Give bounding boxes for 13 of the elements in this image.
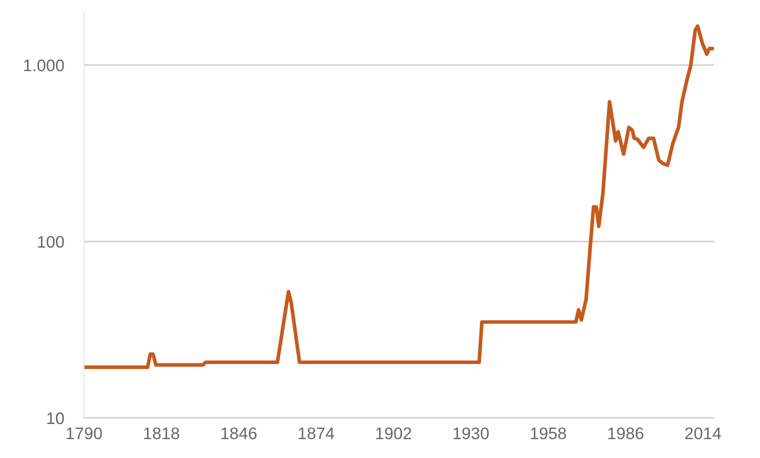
x-tick-label: 1958 — [530, 427, 566, 440]
x-tick-label: 1874 — [298, 427, 334, 440]
x-tick-label: 1902 — [376, 427, 412, 440]
x-tick-label: 2014 — [685, 427, 721, 440]
y-tick-label: 10 — [47, 412, 64, 424]
x-tick-label: 1846 — [221, 427, 257, 440]
x-tick-label: 1986 — [608, 427, 644, 440]
line-series — [84, 24, 714, 370]
x-tick-label: 1790 — [66, 427, 102, 440]
x-tick-label: 1818 — [144, 427, 180, 440]
y-tick-label: 100 — [38, 236, 64, 248]
y-tick-label: 1.000 — [24, 60, 64, 72]
x-tick-label: 1930 — [454, 427, 489, 440]
